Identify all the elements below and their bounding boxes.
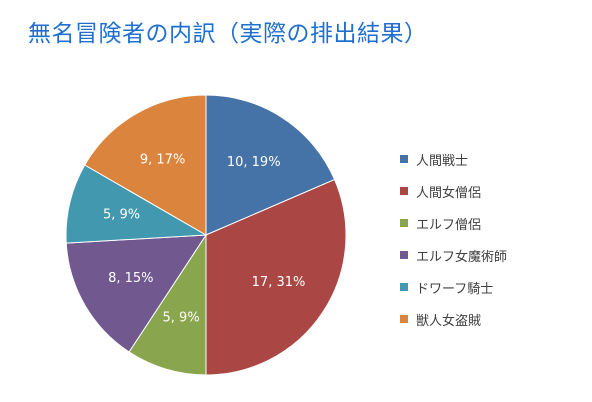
data-label-2: 17, 31% — [252, 275, 306, 290]
data-label-4: 8, 15% — [108, 271, 153, 286]
legend-label-2: 人間女僧侶 — [416, 185, 482, 201]
data-label-1: 10, 19% — [227, 155, 281, 170]
legend-item-1: 人間戦士 — [400, 143, 507, 175]
data-label-5: 5, 9% — [103, 207, 140, 222]
pie-slice-4 — [65, 234, 207, 353]
legend-swatch-1 — [400, 155, 408, 163]
pie-slice-3 — [128, 233, 207, 376]
pie-slices — [65, 94, 347, 376]
legend-label-4: エルフ女魔術師 — [416, 249, 508, 265]
legend-label-1: 人間戦士 — [416, 153, 469, 169]
pie-data-labels: 10, 19% 17, 31% 5, 9% 8, 15% 5, 9% 9, 17% — [103, 152, 305, 325]
legend-swatch-6 — [400, 315, 408, 323]
pie-slice-6 — [84, 94, 207, 236]
legend-item-2: 人間女僧侶 — [400, 175, 507, 207]
legend-swatch-5 — [400, 283, 408, 291]
legend-swatch-4 — [400, 251, 408, 259]
legend-item-3: エルフ僧侶 — [400, 207, 507, 239]
legend-label-5: ドワーフ騎士 — [416, 281, 494, 297]
legend-item-6: 獣人女盗賊 — [400, 303, 507, 335]
legend-swatch-3 — [400, 219, 408, 227]
data-label-6: 9, 17% — [140, 152, 185, 167]
legend-swatch-2 — [400, 187, 408, 195]
legend-label-6: 獣人女盗賊 — [416, 313, 482, 329]
legend-item-4: エルフ女魔術師 — [400, 239, 507, 271]
data-label-3: 5, 9% — [163, 311, 200, 326]
legend: 人間戦士人間女僧侶エルフ僧侶エルフ女魔術師 ドワーフ騎士 獣人女盗賊 — [400, 143, 507, 335]
legend-label-3: エルフ僧侶 — [416, 217, 482, 233]
pie-slice-2 — [205, 178, 347, 376]
pie-slice-1 — [205, 94, 336, 236]
chart-title: 無名冒険者の内訳（実際の排出結果） — [28, 21, 428, 47]
legend-item-5: ドワーフ騎士 — [400, 271, 507, 303]
pie-slice-5 — [65, 164, 208, 244]
